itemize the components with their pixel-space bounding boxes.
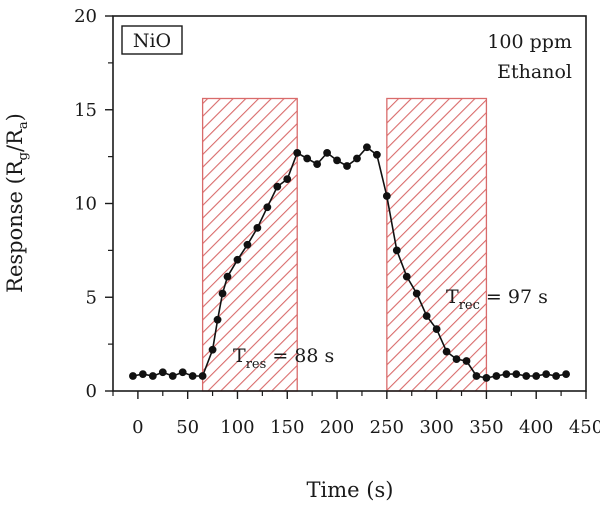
data-point [372,150,381,159]
y-title-sub1: g [16,152,31,160]
gas-concentration-label: 100 ppm [487,31,572,53]
x-tick-label: 150 [270,417,304,438]
material-label-box [121,25,183,55]
data-point [138,370,147,379]
y-tick-label: 15 [74,100,97,121]
material-label: NiO [133,30,171,52]
data-point [472,372,481,380]
y-tick-label: 20 [74,6,97,27]
plot-frame [112,15,587,392]
gas-name-label: Ethanol [497,61,572,83]
data-point [158,368,167,377]
data-point [188,372,197,380]
series-line [132,146,567,379]
y-tick-label: 10 [74,194,97,215]
data-point [382,192,391,200]
data-point [198,372,207,380]
t-res-sub: res [246,357,267,372]
t-res-value: = 88 s [266,345,334,367]
y-title-base: Response (R [3,159,27,293]
y-tick-label: 0 [86,381,97,402]
x-tick-label: 0 [132,417,143,438]
data-point [218,289,227,298]
data-point [313,160,322,169]
x-tick-label: 350 [469,417,503,438]
data-point [353,154,361,163]
data-point [243,240,252,249]
data-point [283,175,292,184]
t-rec-value: = 97 s [480,286,548,308]
data-point [148,372,157,380]
response-time-annotation: Tres = 88 s [233,345,334,372]
data-point [293,148,302,157]
x-tick-label: 450 [569,417,600,438]
shaded-region-2 [386,97,488,392]
data-point [392,246,401,255]
data-point [552,372,561,380]
data-point [452,355,461,364]
shaded-regions [201,97,488,392]
data-point [482,373,491,382]
data-point [363,143,371,152]
y-title-mid: /R [3,128,27,152]
x-tick-label: 100 [220,417,254,438]
data-point [223,272,232,281]
y-title-end: ) [3,113,27,121]
x-tick-label: 250 [370,417,404,438]
y-axis-title: Response (Rg/Ra) [3,113,31,293]
data-point [273,182,282,191]
t-rec-base: T [446,286,459,308]
data-point [512,370,521,379]
x-tick-label: 400 [519,417,553,438]
data-point [462,357,471,365]
t-res-base: T [233,345,246,367]
data-point [492,372,501,380]
data-point [208,345,217,354]
axis-ticks: 0 50 100 150 200 250 300 350 400 450 0 5 10 15 20 [74,6,600,438]
data-point [422,312,431,320]
data-point [542,370,551,379]
data-point [323,148,331,157]
data-point [562,370,570,379]
y-title-sub2: a [16,121,31,129]
data-point [168,372,177,380]
data-point [178,368,187,377]
data-point [412,289,421,298]
data-point [402,272,411,281]
y-tick-label: 5 [86,287,97,308]
x-tick-label: 50 [176,417,199,438]
data-point [129,372,137,380]
x-axis-title: Time (s) [307,478,394,502]
data-point [442,347,451,356]
data-point [522,372,531,380]
data-point [233,255,242,264]
data-point [432,325,441,334]
data-point [263,203,272,212]
data-point [502,370,511,379]
t-rec-sub: rec [459,298,480,313]
data-point [303,154,312,163]
data-point [333,156,341,165]
data-point [213,315,222,324]
recovery-time-annotation: Trec = 97 s [446,286,548,313]
x-tick-label: 200 [320,417,354,438]
data-point [343,162,351,170]
data-points [129,143,570,382]
data-point [253,223,262,232]
x-tick-label: 300 [419,417,453,438]
data-point [532,372,541,380]
response-line [132,146,567,379]
